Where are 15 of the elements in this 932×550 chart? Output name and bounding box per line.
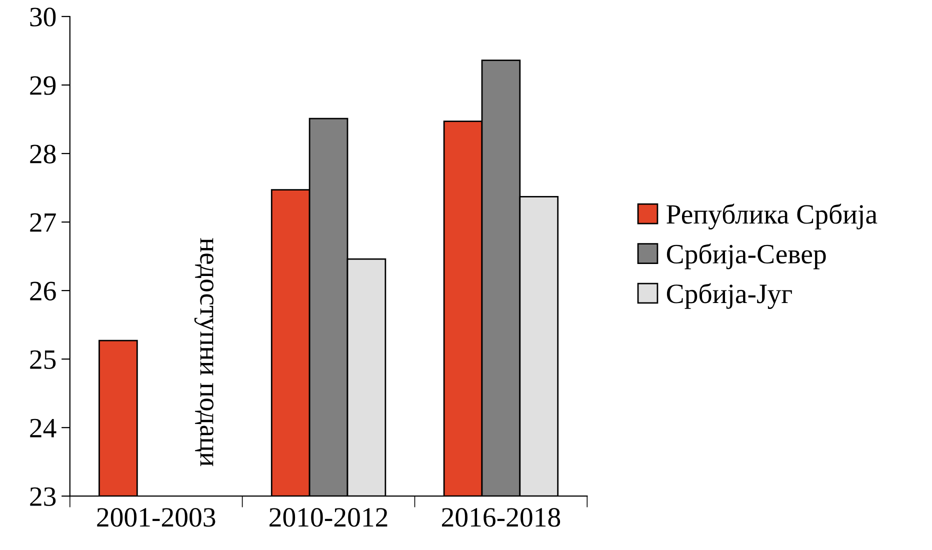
x-tick-label: 2001-2003 — [97, 508, 216, 527]
legend-label: Република Србија — [666, 204, 878, 230]
y-tick-label: 24 — [30, 418, 56, 438]
y-tick-label: 30 — [30, 8, 56, 26]
y-tick-label: 26 — [30, 282, 56, 300]
y-tick-label: 29 — [30, 76, 56, 95]
x-tick-label: 2010-2012 — [270, 508, 388, 527]
annotation: недоступни подаци — [194, 238, 214, 466]
x-tick-label: 2016-2018 — [442, 508, 560, 527]
y-tick-label: 28 — [30, 144, 56, 164]
y-tick-label: 25 — [30, 350, 56, 369]
y-tick-label: 27 — [30, 213, 56, 232]
legend-label: Србија-Југ — [666, 283, 792, 309]
legend-label: Србија-Север — [666, 243, 826, 270]
y-tick-label: 23 — [30, 487, 56, 506]
